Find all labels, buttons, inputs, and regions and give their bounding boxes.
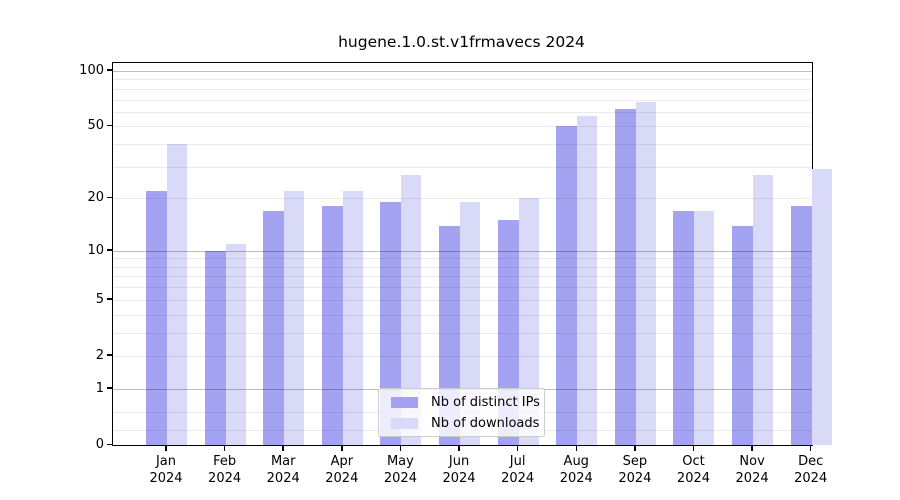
x-tick-mark (751, 445, 753, 451)
y-tick-label-2: 2 (95, 347, 104, 363)
bar-apr-downloads (342, 190, 363, 445)
x-tick-label-sep: Sep 2024 (618, 454, 652, 486)
x-tick-label-jul: Jul 2024 (501, 454, 535, 486)
x-tick-label-nov: Nov 2024 (735, 454, 769, 486)
x-tick-mark (341, 445, 343, 451)
bar-sep-downloads (635, 101, 656, 445)
bar-aug-downloads (577, 115, 598, 445)
gridline-8 (113, 266, 812, 268)
y-tick-label-100: 100 (79, 62, 104, 78)
bar-mar-downloads (284, 190, 305, 445)
x-tick-label-jun: Jun 2024 (442, 454, 476, 486)
legend: Nb of distinct IPs Nb of downloads (378, 388, 545, 437)
bar-apr-distinct-ips (321, 206, 343, 445)
bar-feb-downloads (225, 243, 246, 445)
legend-label-distinct-ips: Nb of distinct IPs (431, 394, 540, 410)
bar-jan-downloads (167, 144, 187, 445)
gridline-7 (113, 276, 812, 278)
legend-item-distinct-ips: Nb of distinct IPs (387, 393, 540, 411)
y-tick-label-5: 5 (95, 291, 104, 307)
bar-may-distinct-ips (380, 202, 402, 445)
y-tick-mark (107, 443, 112, 445)
gridline-100 (113, 70, 812, 72)
bar-feb-distinct-ips (204, 250, 226, 445)
x-tick-label-may: May 2024 (383, 454, 417, 486)
gridline-3 (113, 332, 812, 334)
y-tick-mark (107, 196, 112, 199)
bar-sep-distinct-ips (614, 109, 636, 445)
y-tick-mark (107, 124, 112, 127)
x-tick-mark (692, 445, 695, 451)
y-tick-label-20: 20 (87, 190, 104, 206)
y-tick-mark (107, 387, 112, 389)
x-tick-label-feb: Feb 2024 (208, 454, 242, 486)
y-tick-mark (107, 69, 112, 71)
x-tick-label-dec: Dec 2024 (794, 454, 828, 486)
x-tick-mark (516, 445, 519, 451)
gridline-20 (113, 198, 812, 200)
bar-dec-downloads (811, 169, 832, 445)
x-tick-label-apr: Apr 2024 (325, 454, 359, 486)
gridline-6 (113, 287, 812, 289)
plot-area (112, 62, 832, 446)
y-tick-mark (107, 354, 112, 356)
gridline-4 (113, 314, 812, 316)
gridline-40 (113, 144, 812, 146)
legend-item-downloads: Nb of downloads (387, 414, 540, 432)
x-tick-mark (809, 445, 812, 451)
bar-dec-distinct-ips (790, 206, 812, 445)
y-tick-label-1: 1 (95, 380, 104, 396)
legend-label-downloads: Nb of downloads (431, 415, 540, 431)
gridline-60 (113, 111, 812, 113)
x-tick-mark (575, 445, 577, 451)
bar-may-downloads (401, 174, 422, 445)
bar-nov-distinct-ips (732, 225, 754, 445)
y-tick-label-10: 10 (87, 242, 104, 258)
bar-jul-downloads (518, 198, 539, 445)
x-tick-mark (458, 445, 460, 451)
gridline-50 (113, 126, 812, 128)
bar-oct-distinct-ips (673, 210, 695, 445)
gridline-80 (113, 88, 812, 90)
gridline-2 (113, 355, 812, 357)
x-tick-mark (282, 445, 284, 451)
gridline-90 (113, 79, 812, 81)
legend-swatch-distinct-ips (391, 396, 418, 408)
gridline-10 (113, 250, 812, 252)
gridline-70 (113, 99, 812, 101)
bar-nov-downloads (753, 174, 774, 445)
y-tick-label-50: 50 (87, 118, 104, 134)
y-tick-mark (107, 249, 112, 251)
x-tick-label-oct: Oct 2024 (676, 454, 711, 486)
x-tick-mark (223, 445, 226, 451)
gridline-9 (113, 258, 812, 260)
x-tick-mark (165, 445, 167, 451)
x-tick-mark (399, 445, 402, 451)
gridline-5 (113, 299, 812, 301)
bar-oct-downloads (694, 210, 715, 445)
legend-swatch-downloads (391, 417, 418, 429)
bar-aug-distinct-ips (556, 126, 578, 445)
x-tick-mark (634, 445, 636, 451)
x-tick-label-aug: Aug 2024 (559, 454, 593, 486)
gridline-30 (113, 166, 812, 168)
chart-title: hugene.1.0.st.v1frmavecs 2024 (338, 33, 585, 51)
y-tick-mark (107, 298, 112, 300)
bar-mar-distinct-ips (263, 210, 285, 445)
x-tick-label-mar: Mar 2024 (266, 454, 300, 486)
bar-jun-downloads (460, 202, 481, 445)
x-tick-label-jan: Jan 2024 (149, 454, 183, 486)
bar-jan-distinct-ips (146, 190, 167, 445)
y-tick-label-0: 0 (95, 437, 104, 452)
